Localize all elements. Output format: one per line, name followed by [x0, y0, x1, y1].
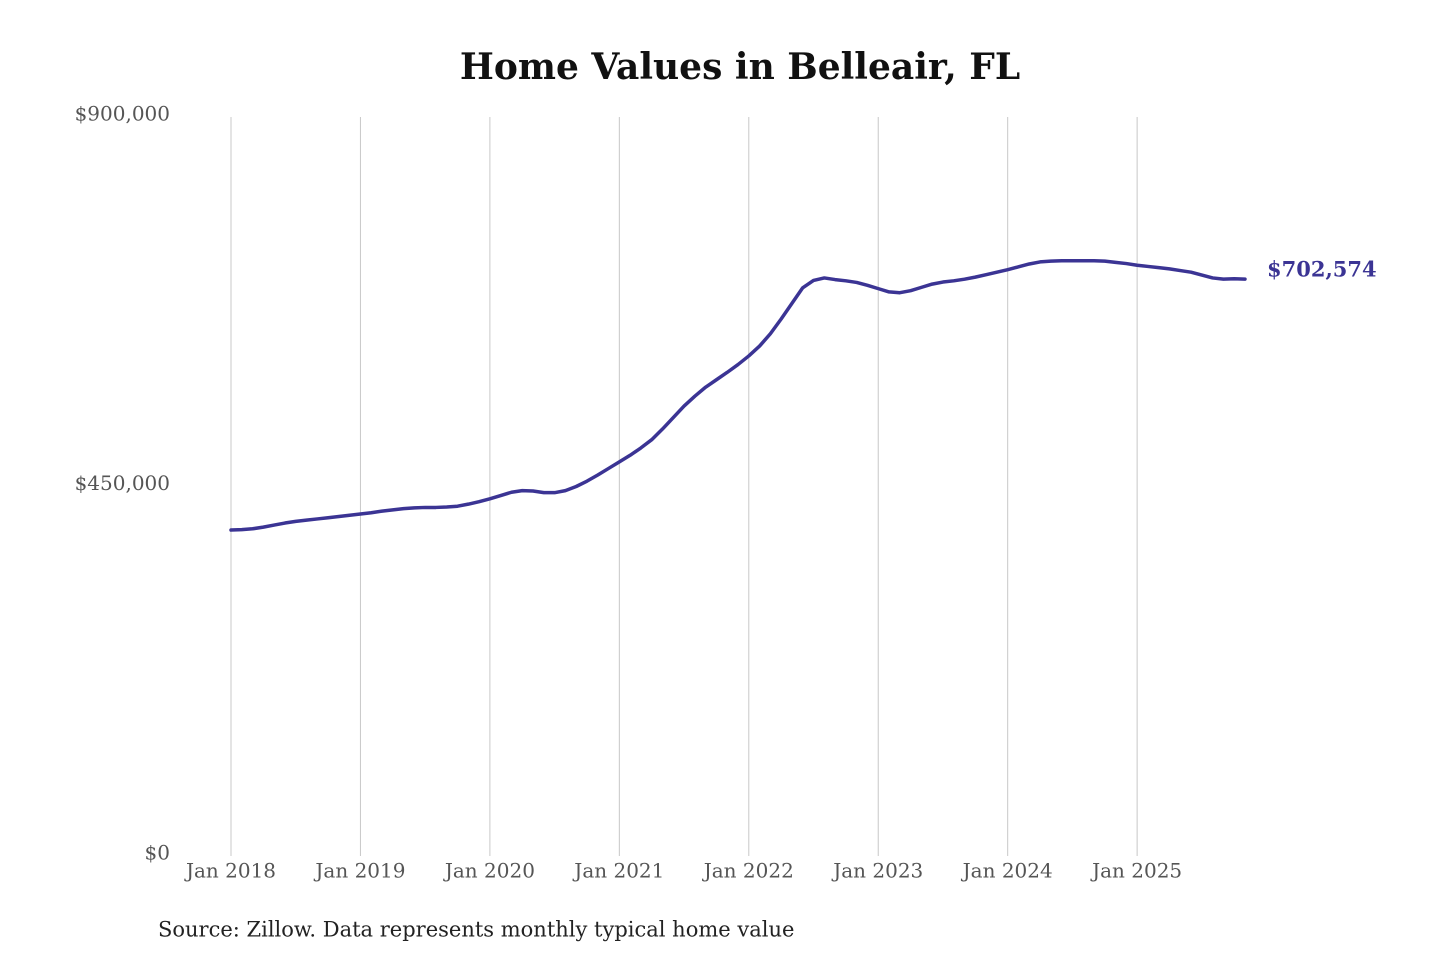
- line: [229, 258, 1247, 532]
- y-tick-label: $900,000: [75, 102, 170, 126]
- x-tick-label: Jan 2025: [1090, 859, 1182, 883]
- x-tick-label: Jan 2022: [702, 859, 794, 883]
- x-tick-label: Jan 2023: [831, 859, 923, 883]
- x-tick-label: Jan 2021: [572, 859, 664, 883]
- x-tick-label: Jan 2018: [184, 859, 276, 883]
- end-value-label: $702,574: [1267, 257, 1377, 282]
- x-tick-label: Jan 2024: [961, 859, 1053, 883]
- source-note: Source: Zillow. Data represents monthly …: [158, 918, 794, 942]
- chart-title: Home Values in Belleair, FL: [460, 46, 1020, 88]
- y-tick-label: $450,000: [75, 471, 170, 495]
- x-tick-label: Jan 2019: [313, 859, 405, 883]
- y-tick-label: $0: [145, 841, 170, 865]
- x-tick-label: Jan 2020: [443, 859, 535, 883]
